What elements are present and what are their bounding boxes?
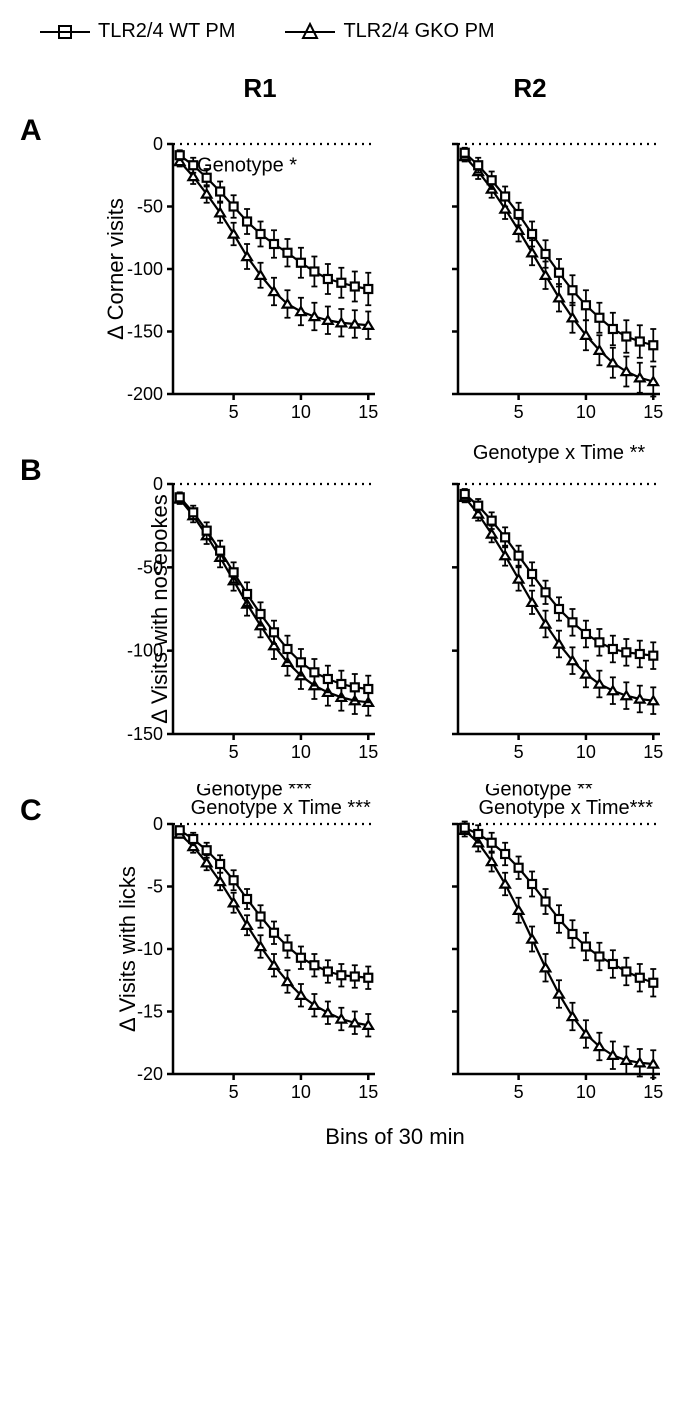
svg-text:5: 5 bbox=[229, 402, 239, 422]
svg-text:-150: -150 bbox=[127, 724, 163, 744]
xlabel: Bins of 30 min bbox=[125, 1124, 665, 1150]
panel-C-R2: 51015Genotype **Genotype x Time*** bbox=[410, 784, 670, 1114]
svg-text:15: 15 bbox=[643, 402, 663, 422]
row-A: A Δ Corner visits -200-150-100-50051015G… bbox=[20, 104, 665, 434]
svg-text:0: 0 bbox=[153, 814, 163, 834]
svg-text:-150: -150 bbox=[127, 322, 163, 342]
svg-text:5: 5 bbox=[514, 1082, 524, 1102]
panel-B-R2: 5 10 15 Genotype x Time ** bbox=[410, 444, 670, 774]
row-B-label: B bbox=[20, 454, 42, 488]
svg-text:10: 10 bbox=[291, 742, 311, 762]
chart-B_R2: 5 10 15 Genotype x Time ** bbox=[410, 444, 670, 774]
panel-B-R1: -150 -100 -50 0 5 10 15 bbox=[125, 444, 385, 774]
chart-C_R2: 51015Genotype **Genotype x Time*** bbox=[410, 784, 670, 1114]
svg-text:5: 5 bbox=[514, 742, 524, 762]
legend-item-gko: TLR2/4 GKO PM bbox=[285, 20, 494, 43]
row-C: C Δ Visits with licks -20-15-10-5051015G… bbox=[20, 784, 665, 1114]
figure-container: TLR2/4 WT PM TLR2/4 GKO PM R1 R2 A Δ Cor… bbox=[0, 0, 685, 1170]
chart-B_R1: -150 -100 -50 0 5 10 15 bbox=[125, 444, 385, 774]
square-marker-icon bbox=[40, 22, 90, 42]
svg-text:5: 5 bbox=[514, 402, 524, 422]
row-B: B Δ Visits with nosepokes -150-100-50051… bbox=[20, 444, 665, 774]
svg-text:0: 0 bbox=[153, 134, 163, 154]
svg-text:10: 10 bbox=[576, 402, 596, 422]
triangle-marker-icon bbox=[285, 22, 335, 42]
chart-C_R1: -20-15-10-5051015Genotype ***Genotype x … bbox=[125, 784, 385, 1114]
svg-text:15: 15 bbox=[358, 402, 378, 422]
svg-text:-100: -100 bbox=[127, 641, 163, 661]
col-header-r1: R1 bbox=[125, 73, 395, 104]
legend-item-wt: TLR2/4 WT PM bbox=[40, 20, 235, 43]
svg-text:Genotype x Time **: Genotype x Time ** bbox=[473, 444, 646, 464]
row-A-label: A bbox=[20, 114, 42, 148]
legend-gko-label: TLR2/4 GKO PM bbox=[343, 20, 494, 43]
svg-text:10: 10 bbox=[576, 1082, 596, 1102]
svg-text:-5: -5 bbox=[147, 877, 163, 897]
row-C-label: C bbox=[20, 794, 42, 828]
panel-A-R1: -200 -150 -100 -50 0 5 10 15 Genotype * bbox=[125, 104, 385, 434]
svg-text:15: 15 bbox=[643, 742, 663, 762]
svg-text:Genotype x Time ***: Genotype x Time *** bbox=[191, 797, 371, 819]
svg-text:10: 10 bbox=[291, 1082, 311, 1102]
svg-text:-200: -200 bbox=[127, 384, 163, 404]
svg-text:-20: -20 bbox=[137, 1064, 163, 1084]
chart-A_R2: 5 10 15 bbox=[410, 104, 670, 434]
svg-text:-50: -50 bbox=[137, 197, 163, 217]
panel-A-R2: 5 10 15 bbox=[410, 104, 670, 434]
svg-text:5: 5 bbox=[229, 742, 239, 762]
svg-text:10: 10 bbox=[576, 742, 596, 762]
column-headers: R1 R2 bbox=[125, 73, 665, 104]
col-header-r2: R2 bbox=[395, 73, 665, 104]
svg-text:-15: -15 bbox=[137, 1002, 163, 1022]
legend: TLR2/4 WT PM TLR2/4 GKO PM bbox=[20, 20, 665, 43]
svg-text:Genotype *: Genotype * bbox=[197, 155, 297, 177]
panel-C-R1: -20-15-10-5051015Genotype ***Genotype x … bbox=[125, 784, 385, 1114]
svg-text:5: 5 bbox=[229, 1082, 239, 1102]
svg-text:Genotype x Time***: Genotype x Time*** bbox=[478, 797, 653, 819]
svg-text:0: 0 bbox=[153, 474, 163, 494]
svg-text:-50: -50 bbox=[137, 557, 163, 577]
svg-text:-10: -10 bbox=[137, 939, 163, 959]
svg-text:15: 15 bbox=[358, 742, 378, 762]
legend-wt-label: TLR2/4 WT PM bbox=[98, 20, 235, 43]
svg-text:-100: -100 bbox=[127, 259, 163, 279]
svg-text:15: 15 bbox=[643, 1082, 663, 1102]
chart-A_R1: -200 -150 -100 -50 0 5 10 15 Genotype * bbox=[125, 104, 385, 434]
svg-text:15: 15 bbox=[358, 1082, 378, 1102]
svg-text:10: 10 bbox=[291, 402, 311, 422]
